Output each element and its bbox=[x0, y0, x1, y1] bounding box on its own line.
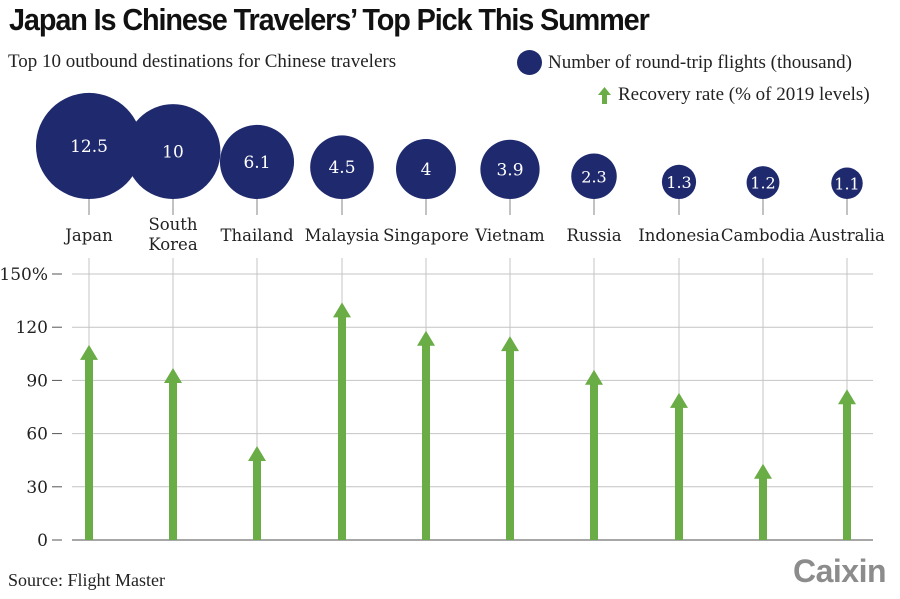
bubble-cambodia bbox=[746, 166, 780, 200]
bubble-malaysia bbox=[310, 135, 374, 199]
y-tick-label: 0 bbox=[37, 531, 48, 551]
category-label: Vietnam bbox=[474, 226, 545, 245]
category-label: Indonesia bbox=[638, 226, 720, 245]
bubble-thailand bbox=[219, 124, 295, 199]
category-label: Russia bbox=[566, 226, 621, 245]
bubble-russia bbox=[571, 153, 617, 199]
bubble-value: 12.5 bbox=[70, 137, 108, 157]
bubble-vietnam bbox=[480, 139, 540, 200]
bubble-value: 1.1 bbox=[834, 174, 859, 193]
legend-flights: Number of round-trip flights (thousand) bbox=[517, 50, 852, 75]
y-tick-label: 30 bbox=[26, 478, 48, 498]
chart-subtitle: Top 10 outbound destinations for Chinese… bbox=[8, 51, 397, 72]
bubble-value: 2.3 bbox=[581, 167, 606, 186]
category-label: Japan bbox=[63, 226, 113, 245]
bubble-singapore bbox=[396, 139, 456, 199]
arrow-up-icon bbox=[333, 302, 351, 318]
bubble-legend-icon bbox=[517, 50, 542, 75]
bubble-row: 12.5 10 6.1 4.5 4 3.9 2.3 1.3 1.2 1.1 Japan SouthKo… bbox=[35, 92, 885, 254]
caixin-logo: Caixin bbox=[793, 553, 887, 589]
category-label: Australia bbox=[808, 226, 885, 245]
bubble-value: 3.9 bbox=[496, 160, 523, 180]
legend-recovery: Recovery rate (% of 2019 levels) bbox=[598, 84, 870, 106]
bubble-value: 6.1 bbox=[243, 153, 270, 173]
arrow-up-icon bbox=[585, 369, 603, 385]
bubble-value: 1.3 bbox=[666, 173, 691, 192]
arrow-up-icon bbox=[754, 463, 772, 479]
recovery-grid: 0 30 60 90 120 150% bbox=[0, 258, 873, 551]
arrow-up-icon bbox=[417, 330, 435, 346]
y-tick-label: 60 bbox=[26, 425, 48, 445]
arrow-up-legend-icon bbox=[598, 86, 611, 104]
arrow-up-icon bbox=[501, 336, 519, 352]
category-label: Cambodia bbox=[721, 226, 805, 245]
arrow-up-icon bbox=[670, 392, 688, 408]
recovery-arrows bbox=[80, 302, 856, 540]
bubble-value: 4 bbox=[421, 160, 432, 180]
bubble-japan bbox=[35, 92, 143, 199]
chart-title: Japan Is Chinese Travelers’ Top Pick Thi… bbox=[9, 2, 650, 37]
bubble-value: 1.2 bbox=[750, 174, 775, 193]
category-label: South bbox=[148, 215, 197, 234]
category-label: Korea bbox=[148, 235, 197, 254]
bubble-australia bbox=[831, 167, 863, 199]
y-tick-label: 150% bbox=[0, 265, 48, 285]
category-label: Malaysia bbox=[305, 226, 380, 245]
y-tick-label: 90 bbox=[26, 371, 48, 391]
bubble-value: 10 bbox=[162, 143, 184, 163]
legend-flights-label: Number of round-trip flights (thousand) bbox=[548, 51, 852, 73]
arrow-up-icon bbox=[80, 344, 98, 360]
arrow-up-icon bbox=[164, 367, 182, 383]
source-note: Source: Flight Master bbox=[8, 570, 165, 590]
bubble-south-korea bbox=[125, 104, 221, 199]
y-tick-label: 120 bbox=[16, 318, 48, 338]
arrow-up-icon bbox=[838, 389, 856, 405]
category-label: Thailand bbox=[220, 226, 293, 245]
bubble-indonesia bbox=[661, 164, 697, 199]
legend-recovery-label: Recovery rate (% of 2019 levels) bbox=[618, 84, 870, 105]
arrow-up-icon bbox=[248, 446, 266, 462]
bubble-value: 4.5 bbox=[328, 158, 355, 178]
category-label: Singapore bbox=[383, 226, 469, 245]
